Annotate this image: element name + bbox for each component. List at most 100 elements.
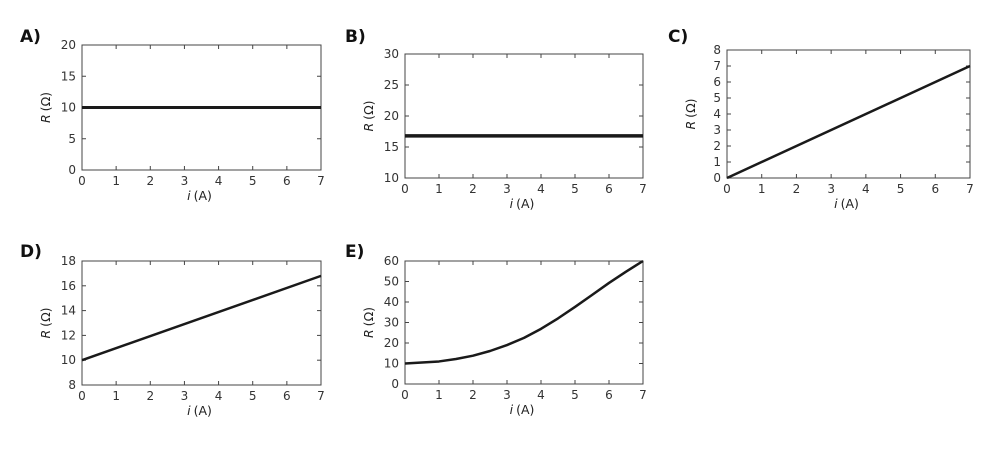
x-tick-label: 1 — [112, 174, 120, 188]
x-tick-label: 2 — [793, 182, 801, 196]
y-axis-unit: (Ω) — [38, 308, 53, 327]
y-tick-label: 7 — [713, 59, 721, 73]
x-tick-label: 6 — [605, 388, 613, 402]
x-tick-label: 7 — [639, 182, 647, 196]
y-axis-symbol: R — [38, 114, 53, 123]
plot-frame — [726, 49, 971, 179]
y-tick-label: 6 — [713, 75, 721, 89]
y-axis-unit: (Ω) — [361, 307, 376, 326]
y-axis-unit: (Ω) — [361, 101, 376, 120]
x-tick-label: 7 — [639, 388, 647, 402]
x-tick-label: 2 — [469, 388, 477, 402]
x-tick-label: 6 — [283, 174, 291, 188]
y-tick-label: 3 — [713, 123, 721, 137]
panel-label: A) — [20, 27, 41, 47]
x-tick-label: 2 — [146, 174, 154, 188]
x-tick-label: 4 — [537, 388, 545, 402]
y-axis-unit: (Ω) — [38, 92, 53, 111]
y-tick-label: 8 — [713, 43, 721, 57]
x-axis-label: i (A) — [187, 188, 212, 203]
x-tick-label: 0 — [78, 389, 86, 403]
x-tick-label: 6 — [605, 182, 613, 196]
y-axis-unit: (Ω) — [683, 99, 698, 118]
x-tick-label: 1 — [435, 182, 443, 196]
x-axis-symbol: i — [187, 403, 191, 418]
x-axis-unit: (A) — [841, 196, 859, 211]
y-tick-label: 20 — [384, 336, 399, 350]
panel-label: E) — [345, 242, 364, 262]
x-tick-label: 7 — [317, 174, 325, 188]
x-tick-label: 7 — [966, 182, 974, 196]
x-tick-label: 4 — [215, 174, 223, 188]
y-axis-label: R (Ω) — [38, 308, 53, 339]
y-axis-label: R (Ω) — [38, 92, 53, 123]
y-tick-label: 10 — [384, 171, 399, 185]
y-tick-label: 14 — [61, 304, 76, 318]
x-tick-label: 2 — [146, 389, 154, 403]
plot-frame — [81, 260, 322, 386]
y-tick-label: 30 — [384, 316, 399, 330]
y-tick-label: 0 — [68, 163, 76, 177]
y-tick-label: 2 — [713, 139, 721, 153]
x-tick-label: 1 — [112, 389, 120, 403]
series-line — [404, 259, 644, 365]
chart-panel-2: B) 0 1 2 3 4 5 6 7 10 15 20 25 30 i (A) R (Ω) — [345, 27, 647, 211]
x-tick-label: 5 — [571, 182, 579, 196]
y-tick-label: 30 — [384, 47, 399, 61]
y-tick-label: 10 — [61, 353, 76, 367]
x-tick-label: 4 — [537, 182, 545, 196]
x-tick-label: 0 — [723, 182, 731, 196]
x-tick-label: 3 — [181, 389, 189, 403]
y-tick-label: 10 — [384, 357, 399, 371]
x-axis-label: i (A) — [834, 196, 859, 211]
y-axis-label: R (Ω) — [683, 99, 698, 130]
x-tick-label: 0 — [401, 182, 409, 196]
y-tick-label: 40 — [384, 295, 399, 309]
y-axis-label: R (Ω) — [361, 307, 376, 338]
y-tick-label: 4 — [713, 107, 721, 121]
panel-label: D) — [20, 242, 42, 262]
y-axis-label: R (Ω) — [361, 101, 376, 132]
x-tick-label: 1 — [758, 182, 766, 196]
y-tick-label: 16 — [61, 279, 76, 293]
series-line — [81, 274, 322, 362]
x-tick-label: 4 — [862, 182, 870, 196]
x-axis-symbol: i — [834, 196, 838, 211]
x-axis-unit: (A) — [516, 196, 534, 211]
x-axis-label: i (A) — [510, 196, 535, 211]
y-tick-label: 1 — [713, 155, 721, 169]
y-tick-label: 0 — [391, 377, 399, 391]
x-axis-unit: (A) — [516, 402, 534, 417]
x-axis-unit: (A) — [194, 188, 212, 203]
y-tick-label: 15 — [61, 69, 76, 83]
series-line — [726, 64, 971, 180]
y-tick-label: 25 — [384, 78, 399, 92]
x-tick-label: 1 — [435, 388, 443, 402]
y-axis-symbol: R — [683, 121, 698, 130]
x-tick-label: 0 — [401, 388, 409, 402]
y-axis-symbol: R — [361, 329, 376, 338]
plot-frame — [404, 53, 644, 179]
x-axis-label: i (A) — [510, 402, 535, 417]
plot-frame — [404, 260, 644, 385]
x-axis-symbol: i — [187, 188, 191, 203]
x-tick-label: 5 — [571, 388, 579, 402]
y-tick-label: 15 — [384, 140, 399, 154]
x-axis-unit: (A) — [194, 403, 212, 418]
x-tick-label: 4 — [215, 389, 223, 403]
y-tick-label: 8 — [68, 378, 76, 392]
x-tick-label: 3 — [181, 174, 189, 188]
chart-panel-1: A) 0 1 2 3 4 5 6 7 0 5 10 15 20 i (A) R (Ω) — [20, 27, 325, 203]
x-axis-label: i (A) — [187, 403, 212, 418]
x-tick-label: 6 — [283, 389, 291, 403]
x-tick-label: 0 — [78, 174, 86, 188]
x-tick-label: 5 — [249, 389, 257, 403]
x-tick-label: 3 — [503, 182, 511, 196]
x-tick-label: 7 — [317, 389, 325, 403]
x-axis-symbol: i — [510, 196, 514, 211]
y-tick-label: 20 — [61, 38, 76, 52]
x-tick-label: 6 — [931, 182, 939, 196]
x-tick-label: 3 — [827, 182, 835, 196]
